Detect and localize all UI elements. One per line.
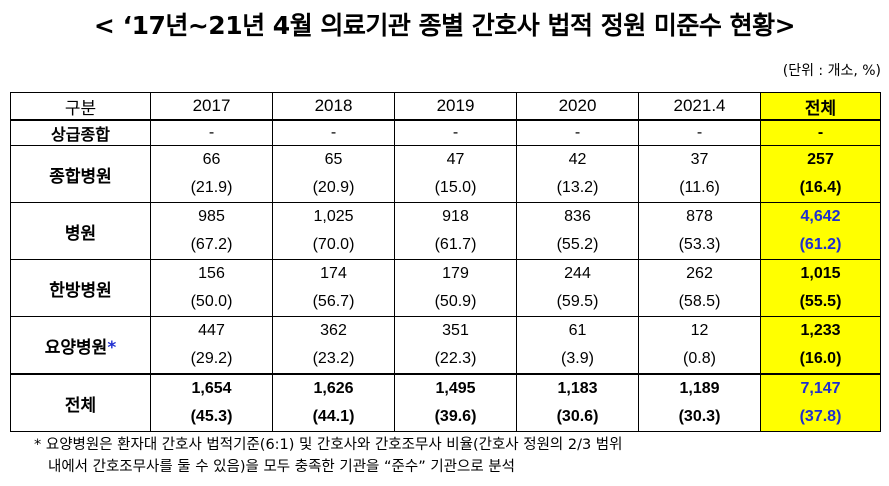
table-cell: 47 (15.0) (394, 145, 517, 203)
table-cell-total: 1,233 (16.0) (760, 316, 881, 375)
footnote-line: 내에서 간호조무사를 둘 수 있음)을 모두 충족한 기관을 “준수” 기관으로… (48, 459, 515, 475)
table-cell: 1,626 (44.1) (272, 373, 395, 432)
table-cell: 918 (61.7) (394, 202, 517, 260)
table-cell: 362 (23.2) (272, 316, 395, 375)
row-label-nursing-hospital: 요양병원* (10, 316, 151, 375)
table-row: 병원 985 (67.2) 1,025 (70.0) 918 (61.7) 836 (5… (10, 202, 881, 260)
table-cell: 1,495 (39.6) (394, 373, 517, 432)
table-row-total: 전체 1,654 (45.3) 1,626 (44.1) 1,495 (39.6) 1… (10, 373, 881, 432)
table-cell: 1,654 (45.3) (150, 373, 273, 432)
header-2018: 2018 (272, 92, 395, 121)
unit-label: (단위 : 개소, %) (782, 63, 881, 79)
table-cell: 61 (3.9) (516, 316, 639, 375)
table-cell: 262 (58.5) (638, 259, 761, 317)
footnote-star: * (107, 337, 117, 358)
table-cell: - (394, 119, 517, 146)
table-cell: 65 (20.9) (272, 145, 395, 203)
table-row: 한방병원 156 (50.0) 174 (56.7) 179 (50.9) 244 (5… (10, 259, 881, 317)
table-cell-total: 1,015 (55.5) (760, 259, 881, 317)
row-label-oriental-hospital: 한방병원 (10, 259, 151, 317)
table-row: 요양병원* 447 (29.2) 362 (23.2) 351 (22.3) 61 (3… (10, 316, 881, 375)
header-2017: 2017 (150, 92, 273, 121)
table-cell: 1,183 (30.6) (516, 373, 639, 432)
table-cell: 66 (21.9) (150, 145, 273, 203)
table-cell-total: 4,642 (61.2) (760, 202, 881, 260)
footnote: * 요양병원은 환자대 간호사 법적기준(6:1) 및 간호사와 간호조무사 비… (34, 434, 884, 478)
table-row: 상급종합 - - - - - - (10, 119, 881, 146)
table-cell-total: - (760, 119, 881, 146)
row-label-hospital: 병원 (10, 202, 151, 260)
table-cell: 447 (29.2) (150, 316, 273, 375)
table-cell: 836 (55.2) (516, 202, 639, 260)
header-2019: 2019 (394, 92, 517, 121)
table-cell: 156 (50.0) (150, 259, 273, 317)
row-label-total: 전체 (10, 373, 151, 432)
noncompliance-table: 구분 2017 2018 2019 2020 2021.4 전체 상급종합 - … (10, 92, 881, 432)
table-cell-total: 257 (16.4) (760, 145, 881, 203)
table-cell: 985 (67.2) (150, 202, 273, 260)
table-cell: 1,189 (30.3) (638, 373, 761, 432)
table-cell: 174 (56.7) (272, 259, 395, 317)
table-row: 종합병원 66 (21.9) 65 (20.9) 47 (15.0) 42 (13.2)… (10, 145, 881, 203)
footnote-line: * 요양병원은 환자대 간호사 법적기준(6:1) 및 간호사와 간호조무사 비… (34, 437, 623, 453)
table-cell: 37 (11.6) (638, 145, 761, 203)
page-title: < ‘17년~21년 4월 의료기관 종별 간호사 법적 정원 미준수 현황> (93, 11, 796, 40)
table-cell-grand-total: 7,147 (37.8) (760, 373, 881, 432)
table-cell: 878 (53.3) (638, 202, 761, 260)
header-2020: 2020 (516, 92, 639, 121)
table-cell: 244 (59.5) (516, 259, 639, 317)
table-cell: - (516, 119, 639, 146)
row-label-sanggeup: 상급종합 (10, 119, 151, 146)
table-cell: 12 (0.8) (638, 316, 761, 375)
table-cell: - (150, 119, 273, 146)
table-cell: 42 (13.2) (516, 145, 639, 203)
header-total: 전체 (760, 92, 881, 121)
table-header-row: 구분 2017 2018 2019 2020 2021.4 전체 (10, 92, 881, 121)
table-cell: 1,025 (70.0) (272, 202, 395, 260)
row-label-general-hospital: 종합병원 (10, 145, 151, 203)
table-cell: 351 (22.3) (394, 316, 517, 375)
table-cell: 179 (50.9) (394, 259, 517, 317)
header-category: 구분 (10, 92, 151, 121)
header-2021-4: 2021.4 (638, 92, 761, 121)
table-cell: - (638, 119, 761, 146)
table-cell: - (272, 119, 395, 146)
